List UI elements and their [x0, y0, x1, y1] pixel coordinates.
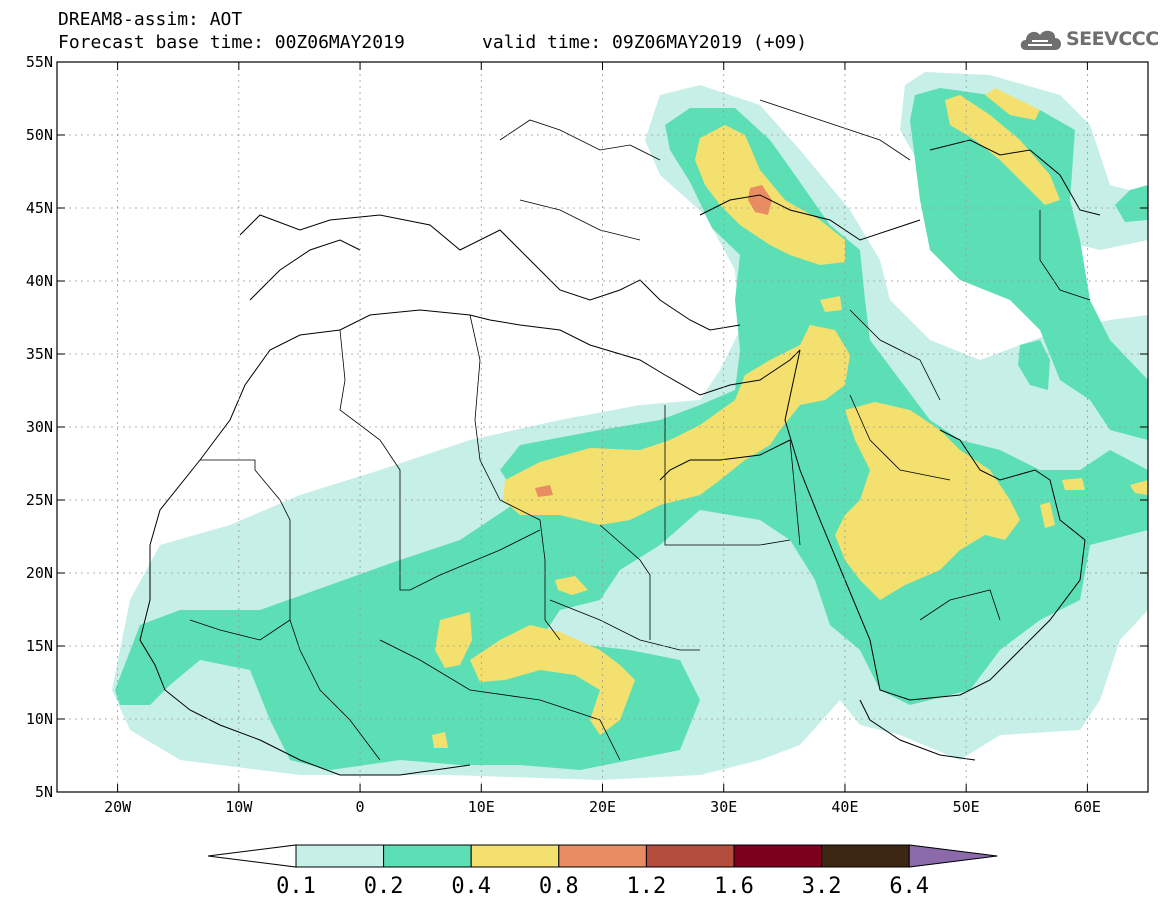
- colorbar-label: 0.1: [276, 874, 316, 899]
- cloud-icon: [1020, 30, 1061, 50]
- valid-time: valid time: 09Z06MAY2019 (+09): [482, 32, 808, 53]
- tick-label-lon: 20E: [589, 798, 616, 816]
- aot-shade-0.2: [115, 88, 1148, 770]
- tick-label-lon: 40E: [831, 798, 858, 816]
- tick-label-lat: 40N: [26, 272, 53, 290]
- aot-shade-0.8: [535, 185, 772, 497]
- logo-text: SEEVCCC: [1066, 28, 1159, 50]
- colorbar-bin: [645, 844, 735, 868]
- colorbar: 0.1 0.2 0.4 0.8 1.2 1.6 3.2 6.4: [207, 844, 998, 899]
- colorbar-under-arrow: [207, 844, 297, 868]
- colorbar-label: 1.2: [627, 874, 667, 899]
- colorbar-bin: [470, 844, 560, 868]
- colorbar-label: 0.2: [364, 874, 404, 899]
- colorbar-label: 3.2: [802, 874, 842, 899]
- forecast-base-time: Forecast base time: 00Z06MAY2019: [58, 32, 405, 53]
- tick-label-lon: 30E: [710, 798, 737, 816]
- tick-label-lat: 5N: [35, 783, 53, 801]
- colorbar-bin: [733, 844, 823, 868]
- colorbar-label: 0.4: [451, 874, 491, 899]
- colorbar-label: 6.4: [889, 874, 929, 899]
- country-borders: [189, 99, 1091, 761]
- tick-label-lon: 10W: [225, 798, 253, 816]
- tick-label-lon: 10E: [468, 798, 495, 816]
- colorbar-label: 0.8: [539, 874, 579, 899]
- tick-label-lon: 60E: [1074, 798, 1101, 816]
- map-title: DREAM8-assim: AOT: [58, 9, 243, 30]
- tick-label-lat: 30N: [26, 418, 53, 436]
- colorbar-over-arrow: [908, 844, 998, 868]
- seevccc-logo: SEEVCCC: [1018, 24, 1159, 54]
- tick-label-lat: 55N: [26, 53, 53, 71]
- tick-label-lat: 50N: [26, 126, 53, 144]
- tick-label-lat: 10N: [26, 710, 53, 728]
- colorbar-bin: [295, 844, 385, 868]
- colorbar-label: 1.6: [714, 874, 754, 899]
- tick-label-lon: 20W: [104, 798, 132, 816]
- tick-label-lon: 0: [356, 798, 365, 816]
- tick-label-lat: 25N: [26, 491, 53, 509]
- tick-label-lat: 15N: [26, 637, 53, 655]
- tick-label-lon: 50E: [953, 798, 980, 816]
- colorbar-bin: [383, 844, 472, 868]
- axis-ticks: 20W 10W 0 10E 20E 30E 40E 50E 60E 55N 50N 45N 40N 35N…: [26, 53, 1148, 816]
- colorbar-bin: [558, 844, 647, 868]
- tick-label-lat: 35N: [26, 345, 53, 363]
- aot-field: [112, 72, 1148, 780]
- coastlines: [139, 139, 1101, 776]
- tick-label-lat: 45N: [26, 199, 53, 217]
- colorbar-bin: [821, 844, 910, 868]
- tick-label-lat: 20N: [26, 564, 53, 582]
